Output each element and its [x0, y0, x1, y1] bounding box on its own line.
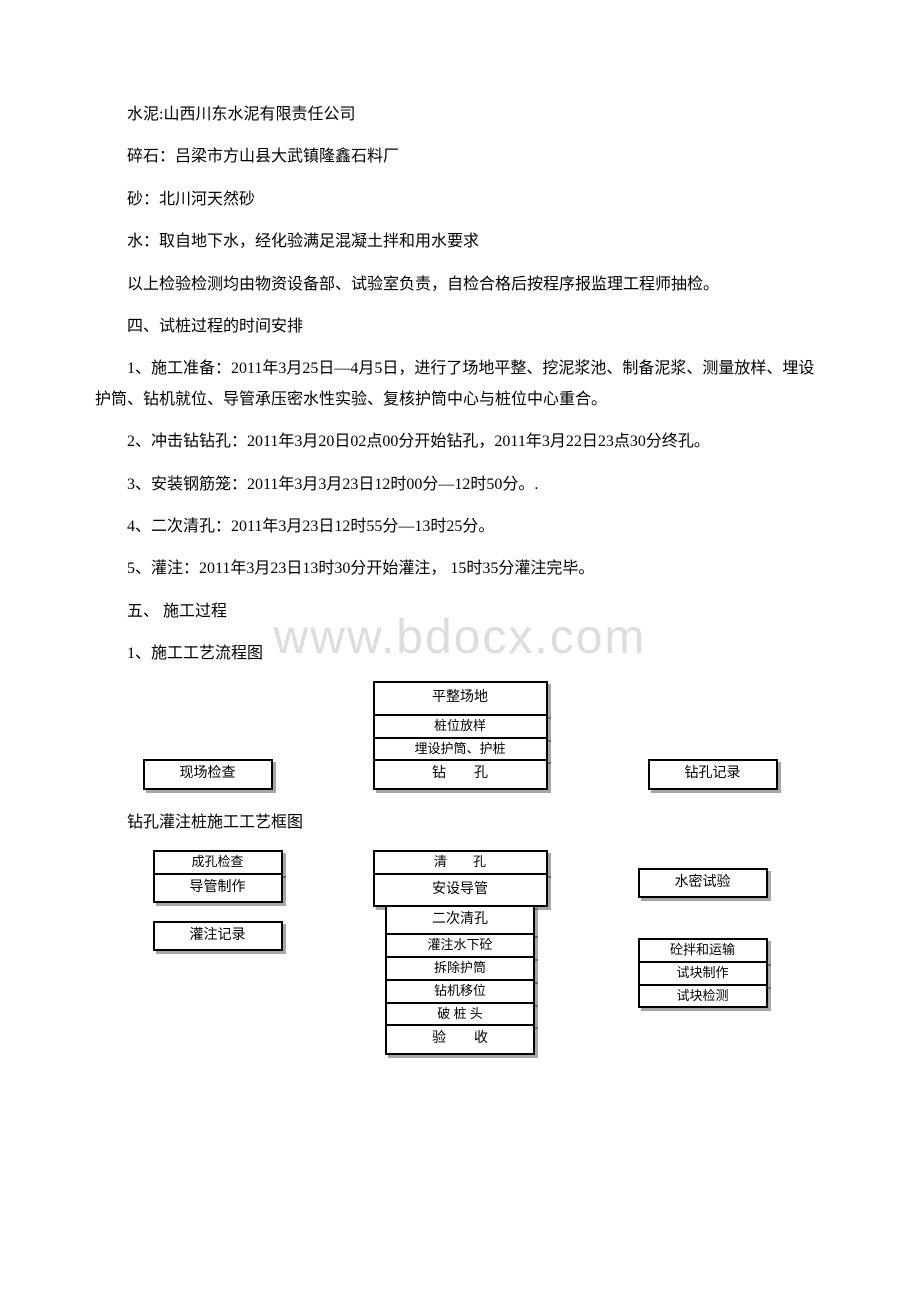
- flow-box-drill-record: 钻孔记录: [648, 759, 778, 789]
- flow-box-water-test: 水密试验: [638, 868, 768, 898]
- flow-box-underwater-concrete: 灌注水下砼: [385, 933, 535, 958]
- flow-box-break-pile: 破 桩 头: [385, 1002, 535, 1027]
- flowchart1-right-col: 钻孔记录: [648, 759, 778, 789]
- paragraph-rebar: 3、安装钢筋笼：2011年3月3月23日12时00分—12时50分。.: [95, 470, 825, 500]
- flow-box-casing: 埋设护筒、护桩: [373, 737, 548, 762]
- flow-box-second-clean: 二次清孔: [385, 905, 535, 935]
- flow-box-hole-check: 成孔检查: [153, 850, 283, 875]
- document-content: 水泥:山西川东水泥有限责任公司 碎石：吕梁市方山县大武镇隆鑫石料厂 砂：北川河天…: [95, 100, 825, 1055]
- paragraph-flowchart-title: 1、施工工艺流程图: [95, 639, 825, 669]
- flowchart1-left-col: 现场检查: [143, 759, 273, 789]
- flow-box-block-make: 试块制作: [638, 961, 768, 986]
- flow-box-install-pipe: 安设导管: [373, 873, 548, 907]
- flow-box-move-drill: 钻机移位: [385, 979, 535, 1004]
- flow-box-block-test: 试块检测: [638, 984, 768, 1009]
- paragraph-cement: 水泥:山西川东水泥有限责任公司: [95, 100, 825, 130]
- flowchart-caption: 钻孔灌注桩施工工艺框图: [95, 808, 825, 832]
- heading-four: 四、试桩过程的时间安排: [95, 312, 825, 342]
- flow-box-pile-layout: 桩位放样: [373, 714, 548, 739]
- flowchart1-center-col: 平整场地 桩位放样 埋设护筒、护桩 钻 孔: [373, 681, 548, 789]
- paragraph-drilling: 2、冲击钻钻孔：2011年3月20日02点00分开始钻孔，2011年3月22日2…: [95, 427, 825, 457]
- paragraph-pouring: 5、灌注：2011年3月23日13时30分开始灌注， 15时35分灌注完毕。: [95, 554, 825, 584]
- flowchart-one: 现场检查 平整场地 桩位放样 埋设护筒、护桩 钻 孔 钻孔记录: [95, 681, 825, 789]
- flow-box-pour-record: 灌注记录: [153, 921, 283, 951]
- paragraph-prep: 1、施工准备：2011年3月25日—4月5日，进行了场地平整、挖泥浆池、制备泥浆…: [95, 354, 825, 415]
- flow-box-site-check: 现场检查: [143, 759, 273, 789]
- flow-box-drill: 钻 孔: [373, 759, 548, 789]
- paragraph-gravel: 碎石：吕梁市方山县大武镇隆鑫石料厂: [95, 142, 825, 172]
- flow-box-acceptance: 验 收: [385, 1024, 535, 1054]
- flowchart2-right-col: 水密试验 砼拌和运输 试块制作 试块检测: [638, 850, 768, 1009]
- flow-box-remove-casing: 拆除护筒: [385, 956, 535, 981]
- paragraph-sand: 砂：北川河天然砂: [95, 185, 825, 215]
- flowchart2-left-col: 成孔检查 导管制作 灌注记录: [153, 850, 283, 951]
- flow-box-concrete-mix: 砼拌和运输: [638, 938, 768, 963]
- paragraph-water: 水：取自地下水，经化验满足混凝土拌和用水要求: [95, 227, 825, 257]
- flow-box-pipe-make: 导管制作: [153, 873, 283, 903]
- flow-box-clean-hole: 清 孔: [373, 850, 548, 875]
- heading-five: 五、 施工过程: [95, 597, 825, 627]
- paragraph-second-clean: 4、二次清孔：2011年3月23日12时55分—13时25分。: [95, 512, 825, 542]
- flow-box-level-ground: 平整场地: [373, 681, 548, 715]
- flowchart2-center-col: 清 孔 安设导管 二次清孔 灌注水下砼 拆除护筒 钻机移位 破 桩 头 验 收: [373, 850, 548, 1055]
- flowchart-two: 成孔检查 导管制作 灌注记录 清 孔 安设导管 二次清孔 灌注水下砼 拆除护筒 …: [95, 850, 825, 1055]
- paragraph-inspection: 以上检验检测均由物资设备部、试验室负责，自检合格后按程序报监理工程师抽检。: [95, 270, 825, 300]
